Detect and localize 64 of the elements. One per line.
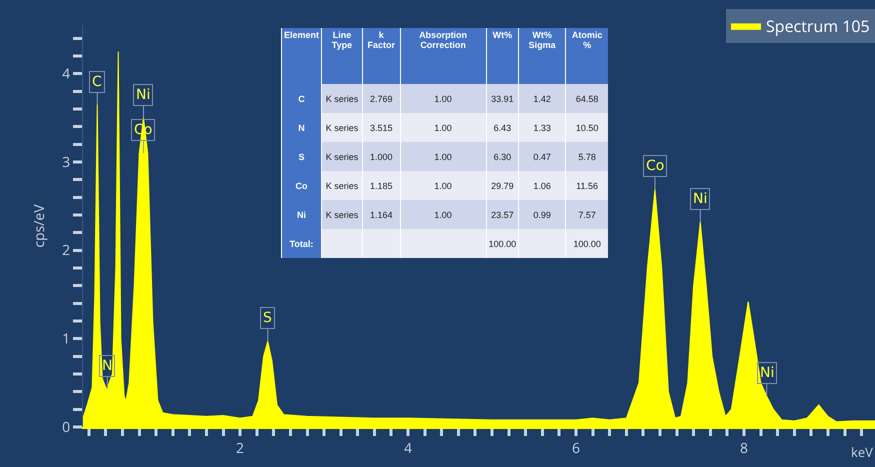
y-tick-label: 3: [62, 152, 70, 172]
annotation: 1.000: [362, 142, 400, 171]
x-axis-title: keV: [851, 443, 874, 461]
annotation: 100.00: [566, 229, 608, 258]
annotation: 2.769: [362, 84, 400, 113]
annotation: 100.00: [486, 229, 519, 258]
annotation: Line Type: [322, 28, 362, 84]
annotation: Atomic %: [566, 28, 608, 84]
annotation: S: [263, 310, 272, 326]
annotation: 1.42: [518, 84, 566, 113]
annotation: 1.00: [400, 200, 486, 229]
annotation: 6.43: [486, 113, 519, 142]
annotation: 1.00: [400, 113, 486, 142]
annotation: 1.00: [400, 84, 486, 113]
annotation: 3.515: [362, 113, 400, 142]
annotation: 29.79: [486, 171, 519, 200]
annotation: 11.56: [566, 171, 608, 200]
annotation: 1.06: [518, 171, 566, 200]
y-tick-label: 2: [62, 241, 70, 260]
annotation: Element: [282, 28, 322, 84]
annotation: Wt%: [486, 28, 519, 84]
x-tick-label: 4: [404, 438, 412, 458]
annotation: 6.30: [486, 142, 519, 171]
y-axis-title: cps/eV: [30, 204, 49, 248]
annotation: K series: [322, 142, 362, 171]
annotation: 1.185: [362, 171, 400, 200]
annotation: 0.47: [518, 142, 566, 171]
y-tick-label: 0: [62, 418, 70, 437]
annotation: 10.50: [566, 113, 608, 142]
annotation: Ni: [136, 87, 150, 103]
annotation: Co: [282, 171, 322, 200]
legend-label: Spectrum 105: [766, 15, 870, 38]
annotation: K series: [322, 200, 362, 229]
x-tick-label: 6: [572, 438, 580, 458]
annotation: Wt% Sigma: [518, 28, 566, 84]
annotation: N: [102, 358, 112, 374]
annotation: K series: [322, 171, 362, 200]
annotation: Ni: [760, 365, 774, 381]
x-tick-label: 8: [740, 438, 748, 458]
annotation: K series: [322, 113, 362, 142]
annotation: 5.78: [566, 142, 608, 171]
annotation: C: [282, 84, 322, 113]
annotation: Ni: [282, 200, 322, 229]
annotation: Ni: [693, 191, 708, 207]
annotation: 1.164: [362, 200, 400, 229]
annotation: N: [282, 113, 322, 142]
annotation: 23.57: [486, 200, 519, 229]
y-tick-label: 1: [62, 330, 70, 349]
annotation: 7.57: [566, 200, 608, 229]
x-tick-label: 2: [236, 438, 244, 458]
y-tick-label: 4: [62, 64, 70, 84]
annotation: 1.00: [400, 142, 486, 171]
annotation: Total:: [282, 229, 322, 258]
annotation: 64.58: [566, 84, 608, 113]
annotation: Absorption Correction: [400, 28, 486, 84]
annotation: Co: [646, 158, 664, 174]
annotation: 1.33: [518, 113, 566, 142]
annotation: k Factor: [362, 28, 400, 84]
annotation: C: [92, 74, 102, 90]
annotation: K series: [322, 84, 362, 113]
annotation: 1.00: [400, 171, 486, 200]
annotation: 0.99: [518, 200, 566, 229]
annotation: S: [282, 142, 322, 171]
annotation: 33.91: [486, 84, 519, 113]
